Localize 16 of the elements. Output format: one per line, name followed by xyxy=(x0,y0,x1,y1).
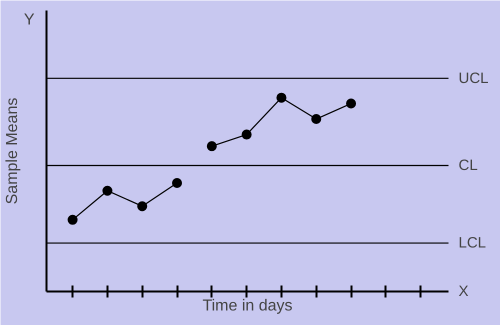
x-axis-title: Time in days xyxy=(202,298,293,314)
point xyxy=(346,98,356,109)
point xyxy=(102,186,112,196)
text: X xyxy=(458,283,469,300)
ref-line-label: LCL xyxy=(458,234,486,252)
point xyxy=(206,141,217,152)
point xyxy=(276,92,286,103)
text: Y xyxy=(24,12,35,29)
point xyxy=(172,178,182,188)
ref-line-label: CL xyxy=(458,157,478,174)
y-axis-title: Sample Means xyxy=(4,98,21,204)
ref-line-label: UCL xyxy=(458,70,489,87)
point xyxy=(68,214,78,225)
point xyxy=(242,130,252,140)
point xyxy=(311,114,322,124)
point xyxy=(137,201,148,212)
